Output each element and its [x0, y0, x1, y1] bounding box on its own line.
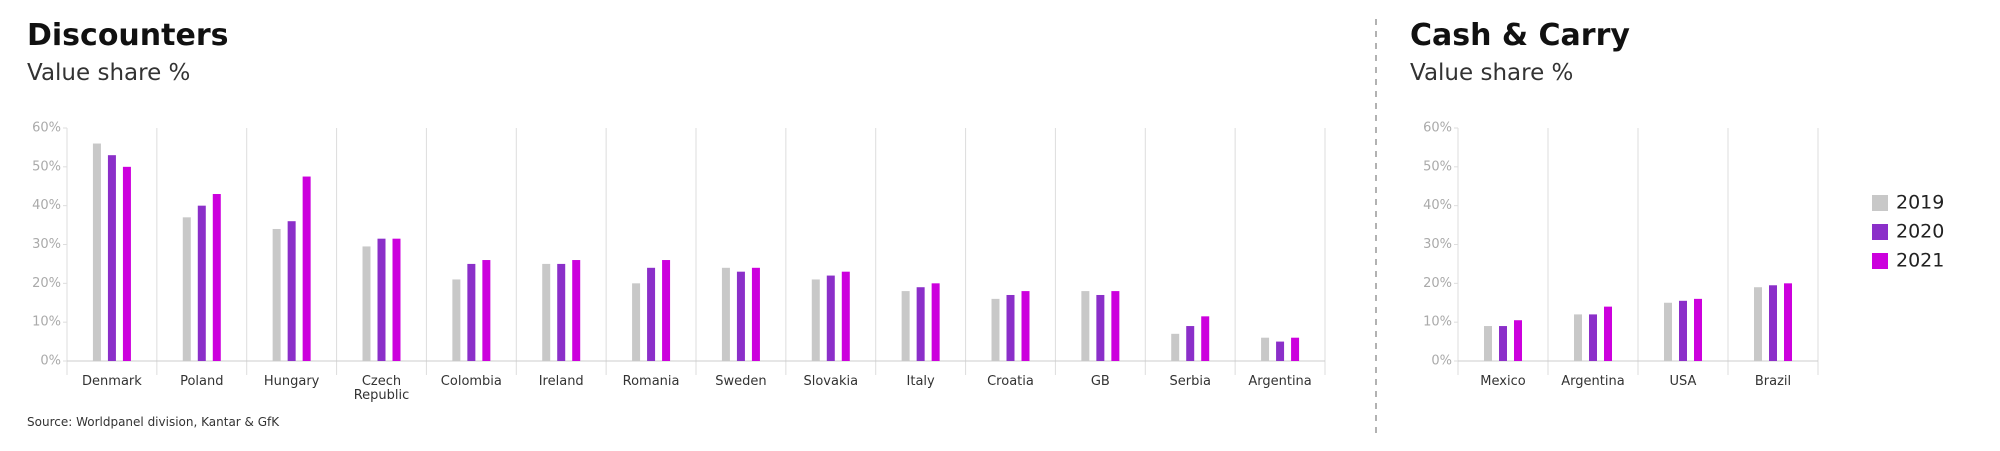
- bar: [931, 283, 940, 361]
- bar: [751, 267, 760, 361]
- bar: [662, 260, 671, 361]
- bar: [1754, 287, 1762, 361]
- bar: [721, 267, 730, 361]
- bar: [272, 228, 281, 361]
- bar: [1604, 306, 1612, 361]
- x-tick-label: Sweden: [715, 374, 767, 389]
- chart-subtitle: Value share %: [1410, 60, 1574, 86]
- bar: [1186, 326, 1195, 361]
- bar: [1574, 314, 1582, 361]
- bar: [1484, 326, 1492, 361]
- legend-swatch: [1872, 195, 1888, 211]
- x-tick-label: Italy: [906, 374, 935, 389]
- x-tick-label: Argentina: [1561, 374, 1625, 389]
- y-tick-label: 20%: [1423, 276, 1452, 291]
- bar: [647, 267, 656, 361]
- bar: [302, 176, 311, 361]
- bar: [1276, 341, 1285, 361]
- x-tick-label: Ireland: [538, 374, 584, 389]
- x-tick-label: Brazil: [1754, 374, 1792, 389]
- x-tick-label: Colombia: [440, 374, 502, 389]
- bar: [1291, 337, 1300, 361]
- bar: [811, 279, 820, 361]
- bar: [362, 246, 371, 361]
- y-tick-label: 60%: [1423, 121, 1452, 136]
- legend-swatch: [1872, 253, 1888, 269]
- x-tick-label: GB: [1090, 374, 1110, 389]
- y-tick-label: 50%: [1423, 159, 1452, 174]
- y-tick-label: 0%: [40, 354, 61, 369]
- y-tick-label: 20%: [32, 276, 61, 291]
- legend-label: 2019: [1896, 192, 1944, 214]
- bar: [1171, 333, 1180, 361]
- x-tick-label: USA: [1669, 374, 1697, 389]
- bar: [991, 298, 1000, 361]
- chart-title: Discounters: [27, 18, 229, 53]
- x-tick-label: Czech Republic: [353, 374, 410, 403]
- y-tick-label: 0%: [1431, 354, 1452, 369]
- x-tick-label: Croatia: [987, 374, 1034, 389]
- y-tick-label: 30%: [32, 237, 61, 252]
- y-tick-label: 10%: [1423, 315, 1452, 330]
- x-tick-label: Hungary: [263, 374, 320, 389]
- source: Source: Worldpanel division, Kantar & Gf…: [27, 415, 280, 429]
- x-tick-label: Serbia: [1169, 374, 1211, 389]
- bar: [1514, 320, 1522, 361]
- x-tick-label: Slovakia: [803, 374, 859, 389]
- bar: [1499, 326, 1507, 361]
- y-tick-label: 50%: [32, 159, 61, 174]
- chart-title: Cash & Carry: [1410, 18, 1630, 53]
- bar: [1261, 337, 1270, 361]
- bar: [1664, 302, 1672, 361]
- bar: [392, 238, 401, 361]
- bar: [1589, 314, 1597, 361]
- chart-subtitle: Value share %: [27, 60, 191, 86]
- bar: [107, 155, 116, 361]
- legend-swatch: [1872, 224, 1888, 240]
- bar: [182, 217, 191, 361]
- x-tick-label: Denmark: [82, 374, 142, 389]
- bar: [1201, 316, 1210, 361]
- bar: [212, 194, 221, 361]
- bar: [1694, 298, 1702, 361]
- legend-label: 2021: [1896, 250, 1944, 272]
- bar: [1769, 285, 1777, 361]
- bar: [467, 263, 476, 361]
- bar: [632, 283, 641, 361]
- bar: [1784, 283, 1792, 361]
- bar: [736, 271, 745, 361]
- bar: [92, 143, 101, 361]
- legend-label: 2020: [1896, 221, 1944, 243]
- bar: [841, 271, 850, 361]
- x-tick-label: Mexico: [1480, 374, 1526, 389]
- bar: [1081, 291, 1090, 361]
- bar: [826, 275, 835, 361]
- bar: [482, 260, 491, 361]
- y-tick-label: 10%: [32, 315, 61, 330]
- y-tick-label: 40%: [1423, 198, 1452, 213]
- bar: [1111, 291, 1120, 361]
- bar: [1096, 294, 1105, 361]
- bar: [542, 263, 551, 361]
- y-tick-label: 40%: [32, 198, 61, 213]
- bar: [452, 279, 461, 361]
- x-tick-label: Romania: [622, 374, 680, 389]
- bar: [916, 287, 925, 361]
- bar: [1006, 294, 1015, 361]
- bar: [1679, 300, 1687, 361]
- bar: [377, 238, 386, 361]
- y-tick-label: 30%: [1423, 237, 1452, 252]
- bar: [557, 263, 566, 361]
- x-tick-label: Argentina: [1248, 374, 1312, 389]
- bar: [122, 166, 131, 361]
- bar: [197, 205, 206, 361]
- bar: [287, 221, 296, 361]
- bar: [572, 260, 581, 361]
- bar: [901, 291, 910, 361]
- y-tick-label: 60%: [32, 121, 61, 136]
- x-tick-label: Poland: [180, 374, 224, 389]
- bar: [1021, 291, 1030, 361]
